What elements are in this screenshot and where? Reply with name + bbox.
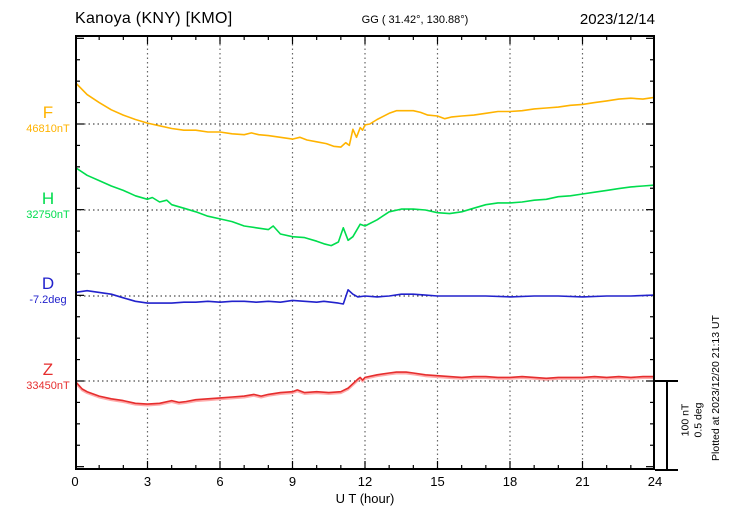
station-title: Kanoya (KNY) [KMO] bbox=[75, 10, 233, 27]
channel-letter-f: F bbox=[42, 103, 54, 122]
x-tick-label: 9 bbox=[288, 474, 297, 489]
x-tick-label: 12 bbox=[357, 474, 373, 489]
x-tick-label: 3 bbox=[143, 474, 152, 489]
x-tick-label: 6 bbox=[216, 474, 224, 489]
channel-label-h: H 32750nT bbox=[12, 190, 84, 221]
channel-base-h: 32750nT bbox=[26, 209, 70, 221]
x-tick-label: 15 bbox=[430, 474, 445, 489]
geographic-coordinates: GG ( 31.42°, 130.88°) bbox=[361, 14, 469, 26]
x-axis-title: U T (hour) bbox=[335, 491, 395, 506]
scale-bar-top-tick bbox=[655, 380, 678, 382]
scale-bar-label: 100 nT 0.5 deg bbox=[679, 402, 704, 438]
channel-label-f: F 46810nT bbox=[12, 104, 84, 135]
magnetogram-plot-svg bbox=[75, 35, 655, 470]
channel-letter-d: D bbox=[41, 274, 55, 293]
observation-date: 2023/12/14 bbox=[579, 11, 655, 28]
scale-bar bbox=[666, 381, 668, 470]
x-tick-label: 24 bbox=[647, 474, 663, 489]
channel-label-d: D -7.2deg bbox=[12, 275, 84, 306]
channel-base-f: 46810nT bbox=[26, 123, 70, 135]
plot-area bbox=[75, 35, 655, 470]
channel-letter-z: Z bbox=[42, 360, 54, 379]
channel-label-z: Z 33450nT bbox=[12, 361, 84, 392]
channel-letter-h: H bbox=[41, 189, 55, 208]
scale-bar-bottom-tick bbox=[655, 469, 678, 471]
channel-base-z: 33450nT bbox=[26, 380, 70, 392]
channel-base-d: -7.2deg bbox=[29, 294, 67, 306]
x-tick-label: 0 bbox=[71, 474, 79, 489]
x-tick-label: 18 bbox=[502, 474, 518, 489]
plotted-at-note: Plotted at 2023/12/20 21:13 UT bbox=[710, 315, 722, 461]
x-tick-label: 21 bbox=[575, 474, 590, 489]
